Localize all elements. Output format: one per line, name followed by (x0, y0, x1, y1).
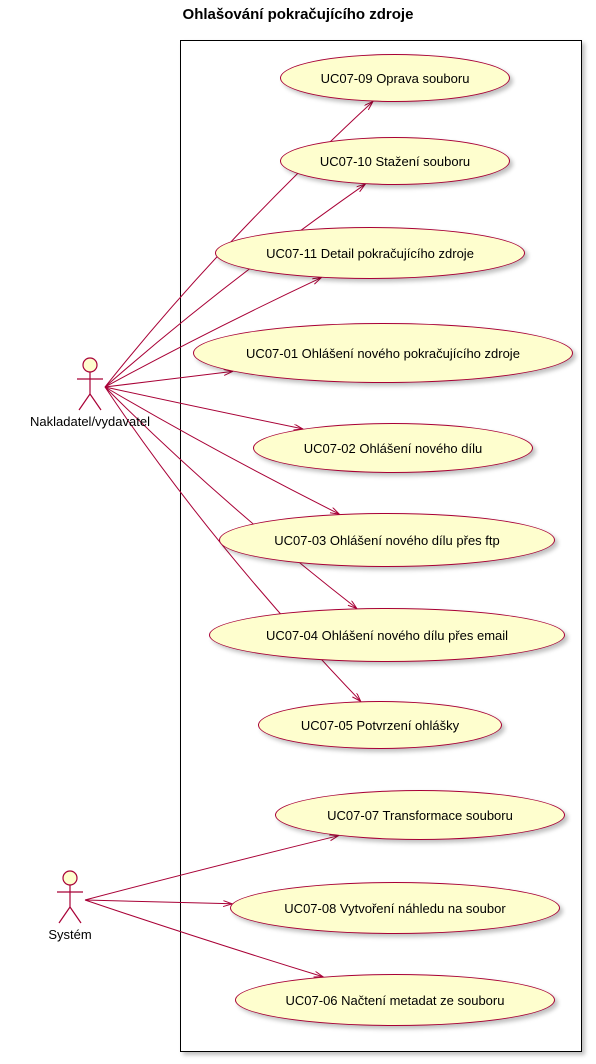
usecase-label: UC07-05 Potvrzení ohlášky (301, 718, 459, 733)
usecase-label: UC07-10 Stažení souboru (320, 154, 470, 169)
usecase-uc06: UC07-06 Načtení metadat ze souboru (235, 974, 555, 1026)
usecase-uc11: UC07-11 Detail pokračujícího zdroje (215, 227, 525, 279)
usecase-uc09: UC07-09 Oprava souboru (280, 54, 510, 102)
actor-icon (75, 357, 105, 412)
diagram-container: Ohlašování pokračujícího zdroje Nakladat… (0, 0, 596, 1064)
usecase-uc08: UC07-08 Vytvoření náhledu na soubor (230, 882, 560, 934)
usecase-uc05: UC07-05 Potvrzení ohlášky (258, 701, 502, 749)
actor-actor2: Systém (10, 870, 130, 942)
usecase-uc03: UC07-03 Ohlášení nového dílu přes ftp (219, 513, 555, 567)
usecase-label: UC07-07 Transformace souboru (327, 808, 513, 823)
actor-label: Nakladatel/vydavatel (30, 414, 150, 429)
usecase-uc01: UC07-01 Ohlášení nového pokračujícího zd… (193, 323, 573, 383)
usecase-uc07: UC07-07 Transformace souboru (275, 790, 565, 840)
usecase-label: UC07-01 Ohlášení nového pokračujícího zd… (246, 346, 520, 361)
usecase-uc10: UC07-10 Stažení souboru (280, 137, 510, 185)
diagram-title: Ohlašování pokračujícího zdroje (0, 6, 596, 23)
actor-actor1: Nakladatel/vydavatel (30, 357, 150, 429)
usecase-label: UC07-04 Ohlášení nového dílu přes email (266, 628, 508, 643)
usecase-label: UC07-11 Detail pokračujícího zdroje (266, 246, 474, 261)
usecase-label: UC07-09 Oprava souboru (321, 71, 470, 86)
usecase-uc04: UC07-04 Ohlášení nového dílu přes email (209, 608, 565, 662)
actor-label: Systém (10, 927, 130, 942)
usecase-label: UC07-03 Ohlášení nového dílu přes ftp (274, 533, 499, 548)
usecase-label: UC07-02 Ohlášení nového dílu (304, 441, 483, 456)
usecase-label: UC07-06 Načtení metadat ze souboru (286, 993, 505, 1008)
actor-icon (55, 870, 85, 925)
usecase-uc02: UC07-02 Ohlášení nového dílu (253, 423, 533, 473)
usecase-label: UC07-08 Vytvoření náhledu na soubor (284, 901, 505, 916)
